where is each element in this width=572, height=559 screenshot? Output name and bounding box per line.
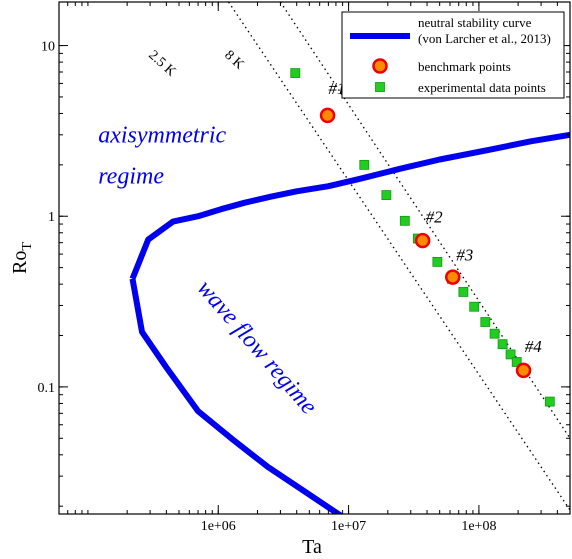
y-tick-label: 10 bbox=[41, 40, 55, 55]
x-axis-label: Ta bbox=[302, 536, 322, 558]
experimental-data-point bbox=[290, 68, 301, 78]
x-tick-label: 1e+08 bbox=[461, 519, 496, 534]
experimental-data-point bbox=[469, 301, 480, 312]
experimental-data-point bbox=[399, 215, 410, 226]
benchmark-label: #2 bbox=[426, 207, 444, 226]
y-axis-label-main: Ro bbox=[9, 251, 31, 274]
regime-label: axisymmetric bbox=[98, 123, 226, 149]
y-axis-label-subscript: T bbox=[20, 242, 35, 251]
experimental-data-point bbox=[497, 339, 508, 350]
regime-label: regime bbox=[98, 164, 164, 190]
benchmark-label: #3 bbox=[456, 246, 473, 265]
legend-square-swatch bbox=[375, 82, 385, 92]
legend: neutral stability curve(von Larcher et a… bbox=[341, 11, 565, 99]
plot-frame bbox=[58, 1, 571, 515]
benchmark-point bbox=[445, 269, 461, 285]
benchmark-label: #1 bbox=[328, 79, 345, 98]
legend-label: (von Larcher et al., 2013) bbox=[418, 31, 551, 46]
plot-area: 1e+06 1e+07 1e+08 0.1 1 10 2.5 K 8 K #1 #2 #3 #4 axi… bbox=[38, 1, 571, 534]
experimental-data-point bbox=[432, 257, 443, 267]
experimental-data-point bbox=[544, 396, 555, 407]
stability-curve-line bbox=[129, 131, 570, 280]
stability-curve-line bbox=[129, 278, 344, 514]
experimental-data-point bbox=[381, 190, 392, 200]
experimental-data-point bbox=[511, 357, 522, 367]
legend-circle-swatch bbox=[372, 58, 388, 74]
experimental-data-point bbox=[458, 287, 469, 297]
benchmark-point bbox=[515, 362, 532, 379]
experimental-data-point bbox=[505, 349, 516, 360]
x-tick-label: 1e+07 bbox=[331, 519, 366, 534]
benchmark-point bbox=[414, 232, 431, 249]
legend-label: experimental data points bbox=[418, 80, 546, 95]
experimental-data-point bbox=[359, 159, 370, 170]
legend-label: benchmark points bbox=[418, 59, 511, 74]
plot-data bbox=[129, 2, 570, 514]
benchmark-point bbox=[319, 107, 336, 124]
y-tick-label: 0.1 bbox=[38, 381, 56, 396]
reference-line-label: 2.5 K bbox=[145, 48, 178, 80]
experimental-data-point bbox=[480, 317, 491, 327]
legend-label: neutral stability curve bbox=[418, 15, 532, 30]
benchmark-label: #4 bbox=[525, 337, 543, 356]
reference-line bbox=[228, 2, 570, 511]
reference-line-label: 8 K bbox=[221, 48, 246, 73]
experimental-data-point bbox=[489, 328, 500, 339]
y-tick-label: 1 bbox=[48, 210, 55, 225]
y-axis-label: RoT bbox=[9, 242, 35, 274]
regime-label: wave flow regime bbox=[192, 275, 322, 419]
x-tick-label: 1e+06 bbox=[201, 519, 236, 534]
